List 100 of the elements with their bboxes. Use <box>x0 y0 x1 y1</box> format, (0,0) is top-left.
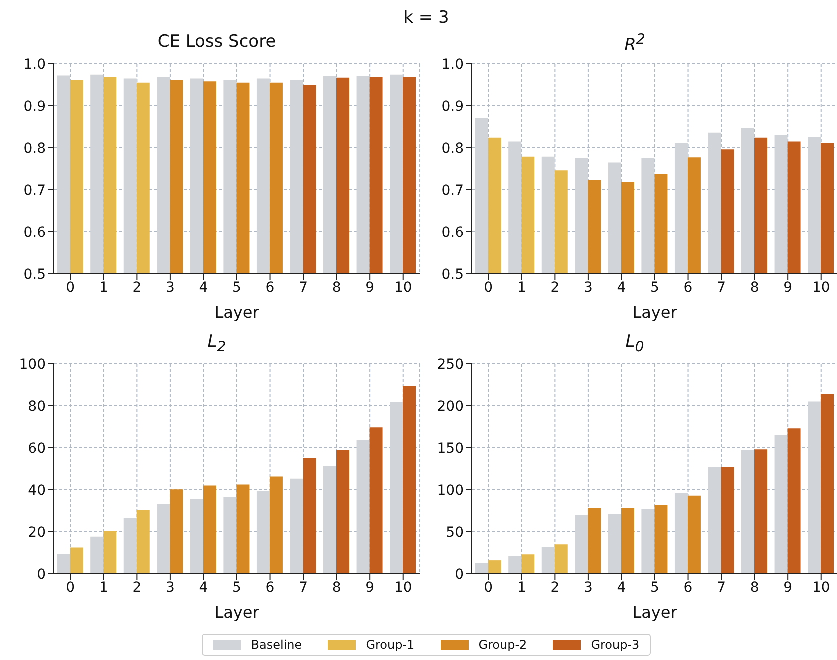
x-axis-title: Layer <box>214 603 260 622</box>
x-tick-label: 0 <box>484 280 494 296</box>
x-tick-label: 4 <box>199 580 208 596</box>
bar <box>303 458 316 574</box>
bar <box>642 509 655 574</box>
bar <box>403 386 416 574</box>
x-tick-label: 6 <box>266 580 275 596</box>
x-tick-label: 9 <box>366 580 375 596</box>
bar <box>370 428 383 574</box>
x-tick-label: 5 <box>650 280 660 296</box>
chart-title: L$_{2}$ <box>206 332 228 358</box>
bar <box>575 515 588 574</box>
y-tick-label: 80 <box>28 398 46 415</box>
bar <box>654 505 668 574</box>
x-tick-label: 5 <box>232 280 242 296</box>
chart-title: CE Loss Score <box>156 32 278 54</box>
x-tick-label: 6 <box>684 280 693 296</box>
y-tick-label: 0.9 <box>24 98 46 115</box>
x-tick-label: 1 <box>517 580 526 596</box>
bar <box>674 493 688 574</box>
x-tick-label: 1 <box>99 580 108 596</box>
bar <box>754 450 768 574</box>
x-tick-label: 10 <box>394 280 412 296</box>
y-tick-label: 60 <box>28 440 46 457</box>
y-tick-label: 0.7 <box>24 182 46 199</box>
bar <box>57 554 70 574</box>
x-tick-label: 7 <box>299 580 308 596</box>
y-tick-label: 0 <box>455 566 464 583</box>
x-tick-label: 9 <box>784 580 793 596</box>
bar <box>621 508 634 574</box>
bar <box>270 476 283 574</box>
bar <box>124 518 137 574</box>
y-tick-label: 0.8 <box>442 140 464 157</box>
x-tick-label: 10 <box>812 280 830 296</box>
x-tick-label: 8 <box>750 580 760 596</box>
legend-label: Group-2 <box>478 638 528 652</box>
bar <box>157 504 170 574</box>
y-tick-label: 150 <box>437 440 464 457</box>
x-tick-label: 6 <box>684 580 693 596</box>
y-tick-label: 0.9 <box>442 98 464 115</box>
bar <box>104 530 117 574</box>
bar <box>608 514 622 574</box>
bar <box>774 435 788 574</box>
y-tick-label: 0.5 <box>24 266 46 283</box>
y-tick-label: 100 <box>19 356 46 373</box>
bar <box>170 490 184 574</box>
y-tick-label: 250 <box>437 356 464 373</box>
bar <box>224 498 237 574</box>
x-tick-label: 9 <box>366 280 375 296</box>
x-tick-label: 1 <box>99 280 108 296</box>
bar <box>190 499 204 574</box>
x-tick-label: 1 <box>517 280 526 296</box>
bar <box>688 496 701 574</box>
x-tick-label: 10 <box>812 580 830 596</box>
y-tick-label: 50 <box>446 524 464 541</box>
legend-label: Group-1 <box>366 638 415 652</box>
y-tick-label: 0.5 <box>442 266 464 283</box>
bar <box>90 536 104 574</box>
x-tick-label: 7 <box>717 580 726 596</box>
x-axis-title: Layer <box>214 303 260 322</box>
bar <box>554 544 568 574</box>
bar <box>203 486 216 574</box>
chart-title: R$^{2}$ <box>624 32 646 58</box>
x-tick-label: 8 <box>750 280 760 296</box>
bar <box>336 450 350 574</box>
x-tick-label: 10 <box>394 580 412 596</box>
y-tick-label: 100 <box>437 482 464 499</box>
x-tick-label: 4 <box>199 280 208 296</box>
chart-title: L$_{0}$ <box>624 332 646 358</box>
bar <box>742 450 755 574</box>
y-tick-label: 0.8 <box>24 140 46 157</box>
x-tick-label: 5 <box>232 580 242 596</box>
y-tick-label: 1.0 <box>442 56 464 73</box>
bar <box>256 491 270 574</box>
legend-label: Baseline <box>251 638 302 652</box>
bar <box>290 478 304 574</box>
y-tick-label: 0.6 <box>24 224 46 241</box>
chart-subtitle: k = 3 <box>402 8 450 30</box>
bar <box>136 510 150 574</box>
bar <box>821 394 834 574</box>
y-tick-label: 40 <box>28 482 46 499</box>
y-tick-label: 1.0 <box>24 56 46 73</box>
x-tick-label: 0 <box>66 280 76 296</box>
bar <box>721 467 734 574</box>
bar <box>542 547 555 574</box>
x-tick-label: 8 <box>332 580 342 596</box>
y-tick-label: 0.7 <box>442 182 464 199</box>
x-tick-label: 7 <box>299 280 308 296</box>
x-tick-label: 6 <box>266 280 275 296</box>
x-tick-label: 2 <box>550 280 560 296</box>
y-tick-label: 200 <box>437 398 464 415</box>
bar <box>488 560 502 574</box>
x-tick-label: 2 <box>132 580 142 596</box>
x-axis-title: Layer <box>632 603 678 622</box>
bar <box>390 402 404 574</box>
x-tick-label: 4 <box>617 580 626 596</box>
bar <box>236 484 250 574</box>
x-tick-label: 0 <box>484 580 494 596</box>
x-tick-label: 3 <box>166 580 175 596</box>
bar <box>70 548 84 574</box>
